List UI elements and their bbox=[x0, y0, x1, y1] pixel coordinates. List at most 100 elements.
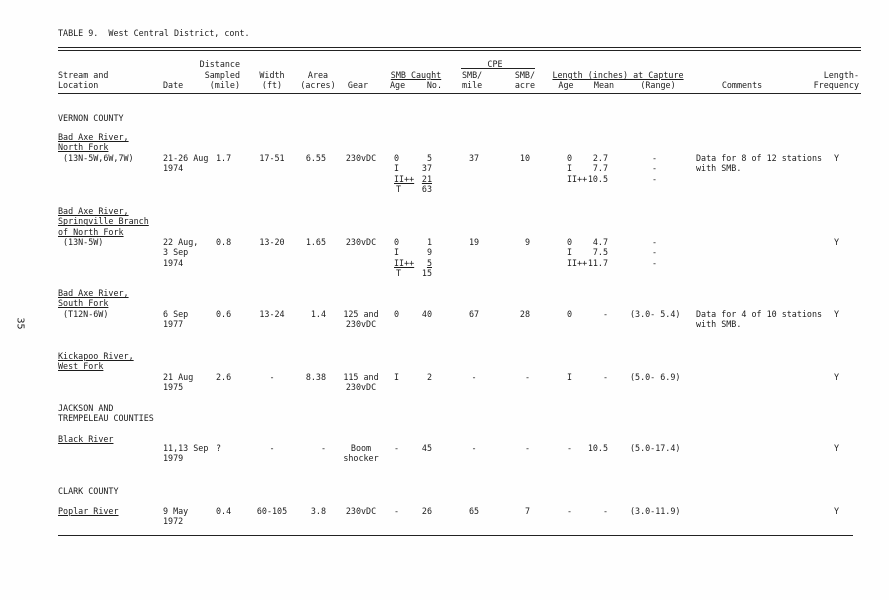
sample-date: 9 May bbox=[163, 506, 189, 516]
smb-number: 2 bbox=[426, 372, 432, 382]
sample-date: 6 Sep bbox=[163, 309, 189, 319]
cpe-smb-per-mile: - bbox=[471, 443, 477, 453]
cpe-smb-per-acre: 10 bbox=[519, 153, 530, 163]
sample-date: 1972 bbox=[163, 516, 184, 527]
distance-sampled: 0.8 bbox=[216, 237, 232, 247]
cpe-smb-per-mile: 65 bbox=[468, 506, 480, 516]
stream-location: (13N-5W) bbox=[63, 237, 104, 247]
stream-width: 13-24 bbox=[259, 309, 285, 319]
header-distance: Distance bbox=[199, 59, 240, 69]
county-heading: JACKSON AND bbox=[58, 403, 114, 413]
gear: shocker bbox=[343, 453, 379, 464]
length-range: - bbox=[652, 257, 658, 268]
smb-number: 5 bbox=[426, 257, 432, 268]
sample-date: 1974 bbox=[163, 163, 184, 174]
smb-age: 0 bbox=[394, 153, 400, 163]
length-frequency: Y bbox=[834, 237, 840, 247]
sample-date: 21-26 Aug bbox=[163, 153, 209, 163]
header-ft: (ft) bbox=[261, 80, 283, 90]
length-mean: 10.5 bbox=[587, 443, 608, 453]
smb-age: I bbox=[394, 163, 400, 174]
cpe-smb-per-acre: 28 bbox=[519, 309, 530, 319]
county-heading: TREMPELEAU COUNTIES bbox=[58, 413, 154, 423]
smb-age: I bbox=[394, 247, 400, 258]
comments: Data for 4 of 10 stations bbox=[696, 309, 823, 319]
length-age: 0 bbox=[567, 237, 573, 247]
stream-location: (T12N-6W) bbox=[63, 309, 109, 319]
comments: with SMB. bbox=[696, 319, 742, 330]
smb-number: 26 bbox=[421, 506, 432, 516]
stream-width: - bbox=[269, 372, 275, 382]
stream-width: 60-105 bbox=[256, 506, 288, 516]
cpe-smb-per-mile: 37 bbox=[468, 153, 480, 163]
stream-area: 3.8 bbox=[310, 506, 326, 516]
length-frequency: Y bbox=[834, 309, 840, 319]
gear: 115 and bbox=[343, 372, 379, 382]
smb-number: 5 bbox=[426, 153, 432, 163]
length-range: (5.0-17.4) bbox=[630, 443, 681, 453]
length-range: - bbox=[652, 153, 658, 163]
header-gear: Gear bbox=[347, 80, 369, 90]
length-mean: 7.7 bbox=[592, 163, 608, 174]
top-rule bbox=[58, 47, 861, 48]
gear: 230vDC bbox=[345, 237, 377, 247]
smb-age: 0 bbox=[394, 309, 400, 319]
distance-sampled: ? bbox=[216, 443, 222, 453]
stream-area: 1.65 bbox=[305, 237, 326, 247]
smb-age: II++ bbox=[394, 173, 415, 184]
comments: Data for 8 of 12 stations bbox=[696, 153, 823, 163]
gear: 230vDC bbox=[345, 153, 377, 163]
header-length: Length (inches) at Capture bbox=[552, 70, 684, 80]
sample-date: 3 Sep bbox=[163, 247, 189, 258]
smb-number: 1 bbox=[426, 237, 432, 247]
length-range: (5.0- 6.9) bbox=[630, 372, 681, 382]
gear: Boom bbox=[350, 443, 372, 453]
header-date: Date bbox=[163, 80, 184, 90]
length-age: - bbox=[567, 443, 573, 453]
header-smb-no: No. bbox=[426, 80, 442, 90]
length-mean: - bbox=[602, 309, 608, 319]
smb-number: 9 bbox=[426, 247, 432, 258]
sample-date: 21 Aug bbox=[163, 372, 194, 382]
length-range: (3.0- 5.4) bbox=[630, 309, 681, 319]
sample-date: 1975 bbox=[163, 382, 184, 393]
header-width: Width bbox=[259, 70, 285, 80]
header-len-age: Age bbox=[558, 80, 574, 90]
smb-number: 37 bbox=[421, 163, 432, 174]
header-smb-age: Age bbox=[390, 80, 406, 90]
top-rule-2 bbox=[58, 50, 861, 51]
smb-total-label: T bbox=[396, 183, 402, 194]
header-len-range: (Range) bbox=[640, 80, 676, 90]
stream-name: Bad Axe River, bbox=[58, 132, 129, 142]
header-length-frequency: Length- bbox=[823, 70, 859, 80]
stream-width: - bbox=[269, 443, 275, 453]
cpe-smb-per-mile: 19 bbox=[468, 237, 480, 247]
cpe-smb-per-acre: - bbox=[524, 443, 530, 453]
length-frequency: Y bbox=[834, 153, 840, 163]
distance-sampled: 0.4 bbox=[216, 506, 232, 516]
stream-location: (13N-5W,6W,7W) bbox=[63, 153, 134, 163]
smb-total: 15 bbox=[421, 267, 432, 278]
smb-total-label: T bbox=[396, 267, 402, 278]
smb-age: I bbox=[394, 372, 400, 382]
stream-name: Kickapoo River, bbox=[58, 351, 134, 361]
sample-date: 1977 bbox=[163, 319, 184, 330]
county-heading: CLARK COUNTY bbox=[58, 486, 119, 496]
length-age: I bbox=[567, 163, 573, 174]
gear: 125 and bbox=[343, 309, 379, 319]
length-age: II++ bbox=[567, 257, 588, 268]
stream-width: 17-51 bbox=[259, 153, 285, 163]
length-mean: 7.5 bbox=[592, 247, 608, 258]
table-title: TABLE 9. West Central District, cont. bbox=[58, 28, 250, 38]
stream-name: Springville Branch bbox=[58, 216, 149, 227]
cpe-smb-per-mile: - bbox=[471, 372, 477, 382]
header-comments: Comments bbox=[721, 80, 763, 90]
stream-area: 8.38 bbox=[305, 372, 326, 382]
header-smb-mile: SMB/ bbox=[462, 70, 483, 80]
length-frequency: Y bbox=[834, 506, 840, 516]
length-mean: 11.7 bbox=[587, 257, 608, 268]
header-acres: (acres) bbox=[300, 80, 336, 90]
stream-name: North Fork bbox=[58, 142, 109, 153]
cpe-smb-per-acre: 9 bbox=[524, 237, 530, 247]
